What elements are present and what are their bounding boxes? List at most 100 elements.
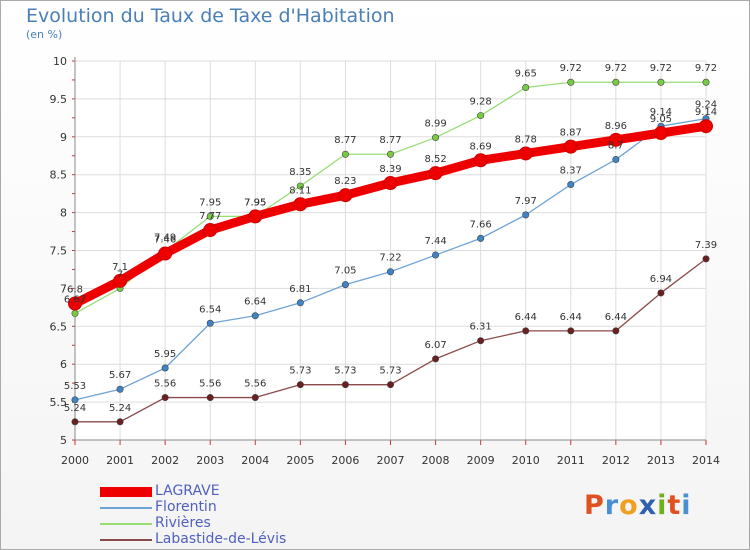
proxiti-logo: Proxiti — [584, 490, 692, 521]
data-label: 5.53 — [64, 381, 86, 392]
data-label: 7.97 — [515, 196, 537, 207]
data-label: 8.99 — [424, 119, 446, 130]
data-label: 7.22 — [379, 253, 401, 264]
data-point — [477, 234, 485, 242]
y-tick-label: 5.5 — [50, 396, 68, 409]
data-point — [113, 273, 128, 288]
y-tick-label: 8 — [60, 207, 67, 220]
data-label: 8.11 — [289, 185, 311, 196]
data-point — [206, 394, 214, 402]
data-label: 7.95 — [244, 197, 266, 208]
data-label: 6.67 — [64, 294, 86, 305]
data-point — [68, 296, 82, 311]
data-label: 5.73 — [379, 366, 401, 377]
y-tick-label: 7 — [60, 282, 67, 295]
data-point — [296, 299, 304, 307]
logo-letter: o — [619, 490, 639, 521]
data-point — [251, 312, 259, 320]
x-tick-label: 2007 — [377, 454, 405, 467]
data-label: 8.78 — [515, 134, 537, 145]
legend-label: LAGRAVE — [155, 483, 220, 499]
x-tick-label: 2003 — [196, 454, 224, 467]
data-point — [563, 139, 578, 154]
data-point — [522, 211, 530, 219]
data-point — [612, 156, 620, 164]
data-label: 9.72 — [605, 63, 627, 74]
data-label: 9.72 — [695, 63, 717, 74]
data-point — [657, 78, 665, 86]
x-tick-label: 2008 — [422, 454, 450, 467]
data-label: 6.94 — [650, 274, 672, 285]
data-label: 8.35 — [289, 167, 311, 178]
data-label: 9.24 — [695, 100, 717, 111]
y-tick-label: 7.5 — [50, 245, 68, 258]
data-label: 5.67 — [109, 370, 131, 381]
data-point — [432, 355, 440, 363]
data-label: 7.1 — [112, 262, 128, 273]
data-point — [567, 78, 575, 86]
y-tick-label: 9.5 — [50, 93, 68, 106]
x-tick-label: 2014 — [692, 454, 720, 467]
data-point — [296, 381, 304, 389]
x-tick-label: 2012 — [602, 454, 630, 467]
data-label: 9.72 — [560, 63, 582, 74]
data-label: 5.73 — [334, 366, 356, 377]
data-point — [206, 319, 214, 327]
y-tick-label: 10 — [53, 55, 67, 68]
data-label: 6.64 — [244, 297, 266, 308]
y-unit-label: (en %) — [26, 28, 63, 41]
data-label: 8.23 — [334, 176, 356, 187]
data-point — [477, 112, 485, 120]
data-label: 7.44 — [424, 236, 446, 247]
data-label: 8.87 — [560, 128, 582, 139]
data-point — [341, 150, 349, 158]
data-point — [203, 223, 218, 238]
data-point — [341, 381, 349, 389]
legend-swatch — [100, 507, 152, 509]
data-point — [567, 327, 575, 335]
y-tick-label: 8.5 — [50, 169, 68, 182]
data-label: 8.77 — [334, 135, 356, 146]
data-point — [702, 255, 710, 263]
x-tick-label: 2000 — [61, 454, 89, 467]
legend-swatch — [100, 487, 152, 497]
legend-swatch — [100, 523, 152, 525]
y-tick-label: 9 — [60, 131, 67, 144]
data-label: 9.14 — [695, 107, 717, 118]
data-point — [338, 188, 353, 203]
data-label: 8.69 — [470, 141, 492, 152]
data-label: 6.44 — [605, 312, 627, 323]
data-label: 9.65 — [515, 69, 537, 80]
data-point — [657, 289, 665, 297]
data-point — [432, 251, 440, 259]
data-point — [522, 84, 530, 92]
x-tick-label: 2001 — [106, 454, 134, 467]
data-label: 5.24 — [64, 403, 86, 414]
data-label: 8.96 — [605, 121, 627, 132]
data-label: 5.24 — [109, 403, 131, 414]
logo-letter: t — [667, 490, 682, 521]
data-point — [522, 327, 530, 335]
data-label: 6.07 — [424, 340, 446, 351]
legend-label: Florentin — [155, 499, 217, 515]
data-label: 7.46 — [154, 235, 176, 246]
chart-title: Evolution du Taux de Taxe d'Habitation — [26, 5, 395, 27]
data-point — [383, 176, 398, 191]
data-label: 8.52 — [424, 154, 446, 165]
y-tick-label: 6.5 — [50, 320, 68, 333]
data-label: 9.72 — [650, 63, 672, 74]
data-label: 6.44 — [560, 312, 582, 323]
data-point — [251, 394, 259, 402]
data-label: 9.05 — [650, 114, 672, 125]
data-point — [296, 182, 304, 190]
data-label: 7.49 — [154, 232, 176, 243]
logo-letter: i — [657, 490, 668, 521]
x-tick-label: 2002 — [151, 454, 179, 467]
x-tick-label: 2006 — [331, 454, 359, 467]
x-tick-label: 2005 — [286, 454, 314, 467]
data-point — [473, 153, 488, 168]
logo-letter: i — [681, 490, 692, 521]
logo-letter: r — [604, 490, 620, 521]
data-label: 8.37 — [560, 166, 582, 177]
data-point — [116, 418, 124, 426]
